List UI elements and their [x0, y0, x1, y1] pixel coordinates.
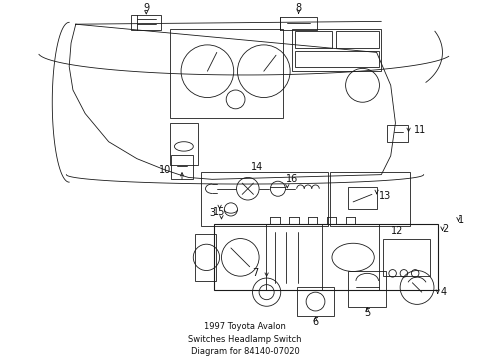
Text: 16: 16	[286, 174, 298, 184]
Bar	[348, 187, 377, 210]
Bar	[383, 239, 430, 276]
Text: 12: 12	[391, 226, 403, 236]
Text: 8: 8	[295, 3, 302, 13]
Text: 4: 4	[441, 287, 447, 297]
Bar	[170, 123, 198, 165]
Text: 15: 15	[214, 207, 226, 217]
Bar	[387, 125, 408, 142]
Bar	[131, 15, 161, 30]
Bar	[292, 29, 381, 71]
Bar	[214, 225, 438, 290]
Text: 9: 9	[143, 3, 149, 13]
Bar	[195, 234, 216, 281]
Text: 5: 5	[364, 308, 370, 318]
Bar	[280, 17, 318, 30]
Bar	[330, 172, 410, 226]
Text: 2: 2	[442, 224, 448, 234]
Text: 1997 Toyota Avalon
Switches Headlamp Switch
Diagram for 84140-07020: 1997 Toyota Avalon Switches Headlamp Swi…	[188, 322, 302, 356]
Text: 14: 14	[251, 162, 263, 172]
Text: 11: 11	[414, 125, 426, 135]
Bar	[295, 31, 332, 48]
Bar	[201, 172, 328, 226]
Text: 6: 6	[313, 317, 318, 327]
Text: 13: 13	[379, 191, 392, 201]
Text: 10: 10	[159, 165, 171, 175]
Bar	[295, 50, 378, 67]
Bar	[348, 271, 386, 307]
Text: 3: 3	[209, 208, 215, 218]
Text: 7: 7	[252, 268, 258, 278]
Bar	[170, 29, 283, 118]
Bar	[336, 31, 378, 48]
Text: 1: 1	[458, 215, 465, 225]
Bar	[171, 155, 193, 179]
Bar	[297, 287, 334, 316]
